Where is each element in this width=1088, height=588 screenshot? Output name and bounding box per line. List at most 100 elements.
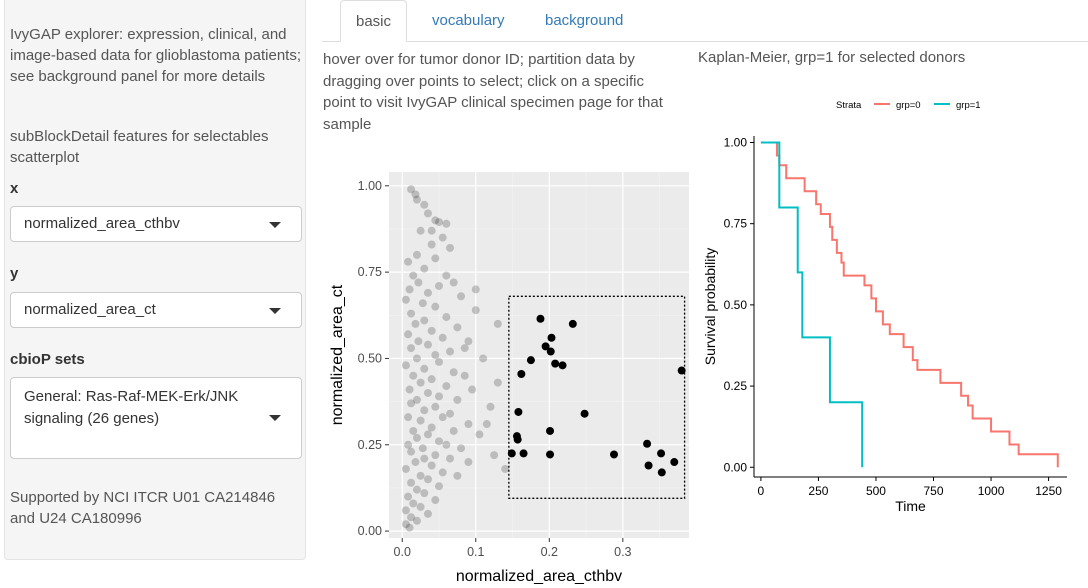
x-tick-label: 0.3 — [614, 545, 631, 559]
km-plot-title: Kaplan-Meier, grp=1 for selected donors — [698, 49, 966, 66]
scatter-point-unselected — [411, 319, 420, 328]
scatter-point-unselected — [404, 440, 413, 449]
scatter-point-unselected — [482, 420, 491, 429]
scatter-point-unselected — [414, 278, 423, 287]
tab-background[interactable]: background — [545, 12, 624, 29]
chevron-down-icon — [269, 415, 281, 421]
scatter-point-selected — [546, 426, 555, 435]
legend-label: grp=1 — [956, 100, 981, 111]
scatter-point-unselected — [438, 333, 447, 342]
scatter-point-unselected — [412, 485, 421, 494]
scatter-point-unselected — [401, 506, 410, 515]
scatter-point-unselected — [475, 430, 484, 439]
y-tick-label: 0.50 — [358, 351, 382, 365]
y-variable-select[interactable]: normalized_area_ct — [10, 292, 302, 328]
x-tick-label: 0 — [758, 484, 765, 498]
scatter-point-selected — [526, 356, 535, 365]
scatter-point-selected — [580, 409, 589, 418]
scatter-point-unselected — [449, 368, 458, 377]
sets-select-label: cbioP sets — [10, 351, 85, 368]
instructions-line-3: point to visit IvyGAP clinical specimen … — [323, 94, 663, 111]
tab-basic[interactable]: basic — [340, 0, 408, 42]
scatter-point-unselected — [423, 475, 432, 484]
scatter-point-unselected — [442, 219, 451, 228]
scatter-point-unselected — [468, 385, 477, 394]
scatter-point-selected — [643, 439, 652, 448]
scatter-point-selected — [513, 435, 522, 444]
scatter-point-unselected — [431, 402, 440, 411]
km-curve-grp1 — [760, 141, 864, 468]
scatter-point-unselected — [446, 243, 455, 252]
instructions-line-4: sample — [323, 115, 372, 133]
x-variable-select[interactable]: normalized_area_cthbv — [10, 206, 302, 242]
scatter-point-selected — [517, 369, 526, 378]
scatter-point-unselected — [412, 516, 421, 525]
scatter-point-unselected — [409, 271, 418, 280]
scatter-plot[interactable]: 0.00 0.25 0.50 0.75 1.00 0.0 0.1 0.2 0.3 normaliz… — [320, 160, 700, 588]
scatter-point-unselected — [493, 378, 502, 387]
tab-vocabulary[interactable]: vocabulary — [432, 12, 505, 29]
y-axis-title: normalized_area_ct — [329, 284, 346, 425]
scatter-point-selected — [519, 449, 528, 458]
scatter-point-unselected — [427, 423, 436, 432]
scatter-point-unselected — [435, 281, 443, 290]
y-tick-label: 1.00 — [358, 179, 382, 193]
scatter-point-unselected — [446, 454, 455, 463]
scatter-point-unselected — [416, 471, 425, 480]
x-tick-label: 500 — [866, 484, 886, 498]
scatter-point-selected — [657, 468, 666, 477]
scatter-point-selected — [568, 319, 577, 328]
y-tick-label: 0.50 — [724, 298, 748, 312]
cbiop-sets-select[interactable]: General: Ras-Raf-MEK-Erk/JNK signaling (… — [10, 377, 302, 459]
scatter-point-selected — [507, 449, 516, 458]
scatter-point-unselected — [435, 437, 443, 446]
km-plot: Strata grp=0 grp=1 0.00 0.25 0.50 0.75 1.00 0 250… — [702, 100, 1067, 514]
x-tick-label: 750 — [923, 484, 943, 498]
support-text-line1: Supported by NCI ITCR U01 CA214846 — [10, 489, 276, 506]
x-tick-label: 1250 — [1035, 484, 1062, 498]
scatter-point-unselected — [401, 520, 410, 529]
scatter-point-selected — [541, 342, 550, 351]
scatter-point-unselected — [457, 292, 466, 301]
scatter-point-unselected — [420, 316, 429, 325]
x-tick-label: 0.0 — [394, 545, 411, 559]
y-select-value: normalized_area_ct — [24, 301, 156, 318]
scatter-point-unselected — [471, 285, 480, 294]
scatter-point-selected — [657, 449, 666, 458]
y-tick-label: 0.00 — [358, 524, 382, 538]
scatter-point-unselected — [435, 218, 443, 227]
x-tick-label: 1000 — [978, 484, 1005, 498]
scatter-point-unselected — [464, 337, 473, 346]
scatter-point-unselected — [401, 464, 410, 473]
scatter-point-selected — [670, 458, 679, 467]
scatter-point-unselected — [411, 458, 420, 467]
scatter-point-unselected — [457, 444, 466, 453]
scatter-point-unselected — [420, 364, 429, 373]
km-curve-grp0 — [760, 141, 1059, 468]
scatter-point-unselected — [405, 285, 414, 294]
scatter-point-unselected — [431, 451, 440, 460]
scatter-point-unselected — [418, 299, 427, 308]
x-select-label: x — [10, 180, 19, 197]
scatter-point-unselected — [446, 409, 455, 418]
scatter-point-unselected — [486, 402, 495, 411]
sidebar-panel: IvyGAP explorer: expression, clinical, a… — [4, 0, 306, 560]
scatter-point-unselected — [431, 496, 440, 505]
scatter-point-unselected — [453, 395, 462, 404]
instructions-line-1: hover over for tumor donor ID; partition… — [323, 51, 635, 68]
scatter-point-unselected — [407, 309, 416, 318]
scatter-point-unselected — [416, 226, 425, 235]
scatter-point-unselected — [471, 306, 480, 315]
y-axis-title: Survival probability — [702, 248, 718, 366]
scatter-point-unselected — [420, 200, 429, 209]
sets-select-value-line2: signaling (26 genes) — [24, 410, 160, 427]
scatter-point-unselected — [407, 185, 416, 194]
y-select-label: y — [10, 265, 19, 282]
scatter-point-unselected — [427, 461, 436, 470]
scatter-point-selected — [546, 450, 555, 459]
scatter-point-unselected — [453, 323, 462, 332]
scatter-point-unselected — [409, 426, 418, 435]
scatter-point-selected — [558, 361, 567, 370]
scatter-point-unselected — [427, 375, 436, 384]
scatter-point-unselected — [438, 468, 447, 477]
